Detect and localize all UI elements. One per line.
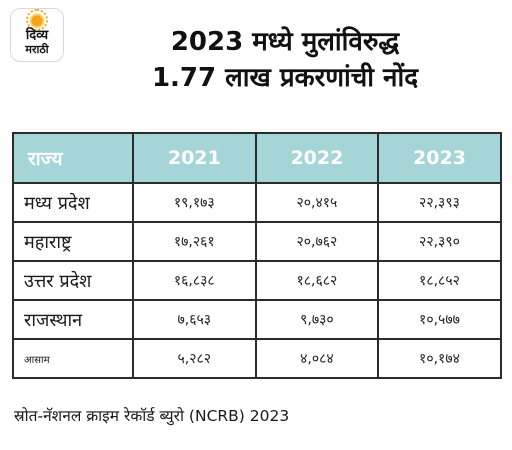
value-2023-cell: १०,५७७ [377, 299, 502, 340]
value-2022-cell: ४,०८४ [254, 338, 380, 379]
logo-text-line2: मराठी [25, 43, 49, 56]
value-2021-cell: ७,६५३ [132, 299, 257, 340]
table-row: उत्तर प्रदेश १६,८३८ १८,६८२ १८,८५२ [12, 260, 502, 301]
logo-text-line1: दिव्य [25, 28, 49, 43]
crime-cases-table: राज्य 2021 2022 2023 मध्य प्रदेश १९,१७३ … [12, 132, 502, 379]
value-2022-cell: ९,७३० [254, 299, 380, 340]
value-2021-cell: १६,८३८ [132, 260, 257, 301]
header-2022: 2022 [254, 132, 380, 184]
value-2023-cell: २२,३९३ [377, 182, 502, 223]
state-cell: उत्तर प्रदेश [12, 260, 134, 301]
value-2022-cell: २०,४१५ [254, 182, 380, 223]
headline: 2023 मध्ये मुलांविरुद्ध 1.77 लाख प्रकरणा… [70, 24, 500, 96]
headline-line2: 1.77 लाख प्रकरणांची नोंद [151, 63, 419, 93]
header-2023: 2023 [377, 132, 502, 184]
divya-marathi-logo: दिव्य मराठी [10, 8, 64, 62]
table-row: आसाम ५,२८२ ४,०८४ १०,१७४ [12, 338, 502, 379]
table-row: मध्य प्रदेश १९,१७३ २०,४१५ २२,३९३ [12, 182, 502, 223]
state-cell: मध्य प्रदेश [12, 182, 134, 223]
value-2021-cell: ५,२८२ [132, 338, 257, 379]
value-2021-cell: १७,२६१ [132, 221, 257, 262]
value-2022-cell: १८,६८२ [254, 260, 380, 301]
state-cell: महाराष्ट्र [12, 221, 134, 262]
state-cell: आसाम [12, 338, 134, 379]
value-2021-cell: १९,१७३ [132, 182, 257, 223]
value-2023-cell: १०,१७४ [377, 338, 502, 379]
value-2022-cell: २०,७६२ [254, 221, 380, 262]
sun-logo-icon [26, 9, 48, 31]
value-2023-cell: १८,८५२ [377, 260, 502, 301]
value-2023-cell: २२,३९० [377, 221, 502, 262]
state-cell: राजस्थान [12, 299, 134, 340]
headline-line1: 2023 मध्ये मुलांविरुद्ध [170, 27, 400, 57]
header-2021: 2021 [132, 132, 257, 184]
header-state: राज्य [12, 132, 134, 184]
table-header-row: राज्य 2021 2022 2023 [12, 132, 502, 184]
source-note: स्रोत-नॅशनल क्राइम रेकॉर्ड ब्युरो (NCRB)… [14, 407, 290, 425]
table-row: राजस्थान ७,६५३ ९,७३० १०,५७७ [12, 299, 502, 340]
table-row: महाराष्ट्र १७,२६१ २०,७६२ २२,३९० [12, 221, 502, 262]
